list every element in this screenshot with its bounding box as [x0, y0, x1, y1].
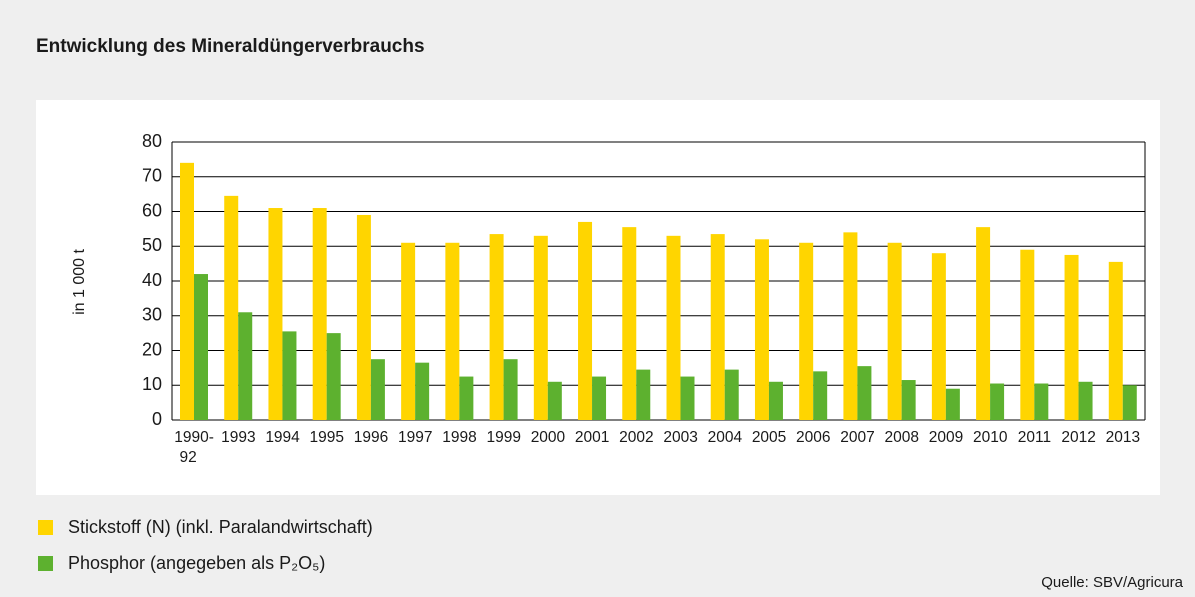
- source: Quelle: SBV/Agricura: [1041, 574, 1183, 591]
- bar: [1108, 261, 1123, 420]
- bar: [194, 274, 208, 420]
- x-tick-label: 2007: [840, 429, 874, 446]
- y-tick-label: 70: [142, 166, 162, 186]
- chart-title: Entwicklung des Mineraldüngerverbrauchs: [36, 36, 425, 57]
- legend-label: Stickstoff (N) (inkl. Paralandwirtschaft…: [68, 517, 373, 537]
- x-tick-label: 1990-92: [174, 429, 214, 466]
- x-tick-label: 2010: [973, 429, 1008, 446]
- x-tick-label: 1993: [221, 429, 255, 446]
- bar: [503, 359, 518, 420]
- bar: [843, 232, 858, 420]
- x-tick-label: 1994: [265, 429, 300, 446]
- y-axis-label: in 1 000 t: [71, 249, 88, 315]
- x-tick-label: 2006: [796, 429, 830, 446]
- x-tick-label: 2000: [531, 429, 566, 446]
- legend-label: Phosphor (angegeben als P₂O₅): [68, 553, 325, 573]
- y-tick-label: 60: [142, 200, 162, 220]
- bar: [945, 388, 960, 420]
- x-tick-label: 1998: [442, 429, 476, 446]
- bar: [887, 242, 902, 420]
- x-tick-label: 2005: [752, 429, 786, 446]
- bar: [445, 242, 460, 420]
- plot-panel: [36, 100, 1160, 495]
- bar: [326, 333, 341, 420]
- bar: [592, 376, 607, 420]
- y-tick-label: 10: [142, 374, 162, 394]
- bar: [370, 359, 385, 420]
- bar: [180, 162, 194, 420]
- x-tick-label: 2004: [708, 429, 743, 446]
- bar: [282, 331, 297, 420]
- bar: [1122, 385, 1137, 420]
- x-tick-label: 2013: [1106, 429, 1140, 446]
- bar: [268, 208, 283, 420]
- x-tick-label: 2003: [663, 429, 697, 446]
- bar: [224, 195, 239, 420]
- x-tick-label: 1995: [310, 429, 344, 446]
- bar: [901, 380, 916, 420]
- x-tick-label: 1996: [354, 429, 388, 446]
- x-tick-label: 2001: [575, 429, 609, 446]
- y-tick-label: 20: [142, 339, 162, 359]
- bar: [415, 362, 430, 420]
- bar: [976, 227, 991, 420]
- bar: [724, 369, 739, 420]
- bar: [622, 227, 637, 420]
- y-tick-label: 40: [142, 270, 162, 290]
- bar: [312, 208, 327, 420]
- bar: [1064, 254, 1079, 420]
- bar: [710, 234, 725, 420]
- bar: [356, 214, 371, 420]
- bar: [799, 242, 814, 420]
- bar: [1078, 381, 1093, 420]
- bar: [489, 234, 504, 420]
- bar: [238, 312, 253, 420]
- bar: [990, 383, 1005, 420]
- bar: [578, 221, 593, 420]
- bar: [533, 235, 548, 420]
- bar: [1034, 383, 1049, 420]
- bar: [857, 366, 872, 420]
- legend-swatch: [38, 520, 53, 535]
- bar: [768, 381, 783, 420]
- bar: [401, 242, 416, 420]
- x-tick-label: 2008: [885, 429, 919, 446]
- x-tick-label: 2012: [1061, 429, 1095, 446]
- x-tick-label: 2011: [1018, 429, 1051, 446]
- x-tick-label: 1999: [486, 429, 520, 446]
- bar: [547, 381, 562, 420]
- y-tick-label: 50: [142, 235, 162, 255]
- y-tick-label: 30: [142, 305, 162, 325]
- bar: [754, 239, 769, 420]
- bar: [680, 376, 695, 420]
- bar: [636, 369, 651, 420]
- bar: [931, 253, 946, 420]
- y-tick-label: 0: [152, 409, 162, 429]
- y-tick-label: 80: [142, 131, 162, 151]
- x-tick-label: 1997: [398, 429, 432, 446]
- bar: [813, 371, 828, 420]
- bar: [666, 235, 681, 420]
- legend-swatch: [38, 556, 53, 571]
- x-tick-label: 2009: [929, 429, 963, 446]
- x-tick-label: 2002: [619, 429, 653, 446]
- bar: [1020, 249, 1035, 420]
- bar: [459, 376, 474, 420]
